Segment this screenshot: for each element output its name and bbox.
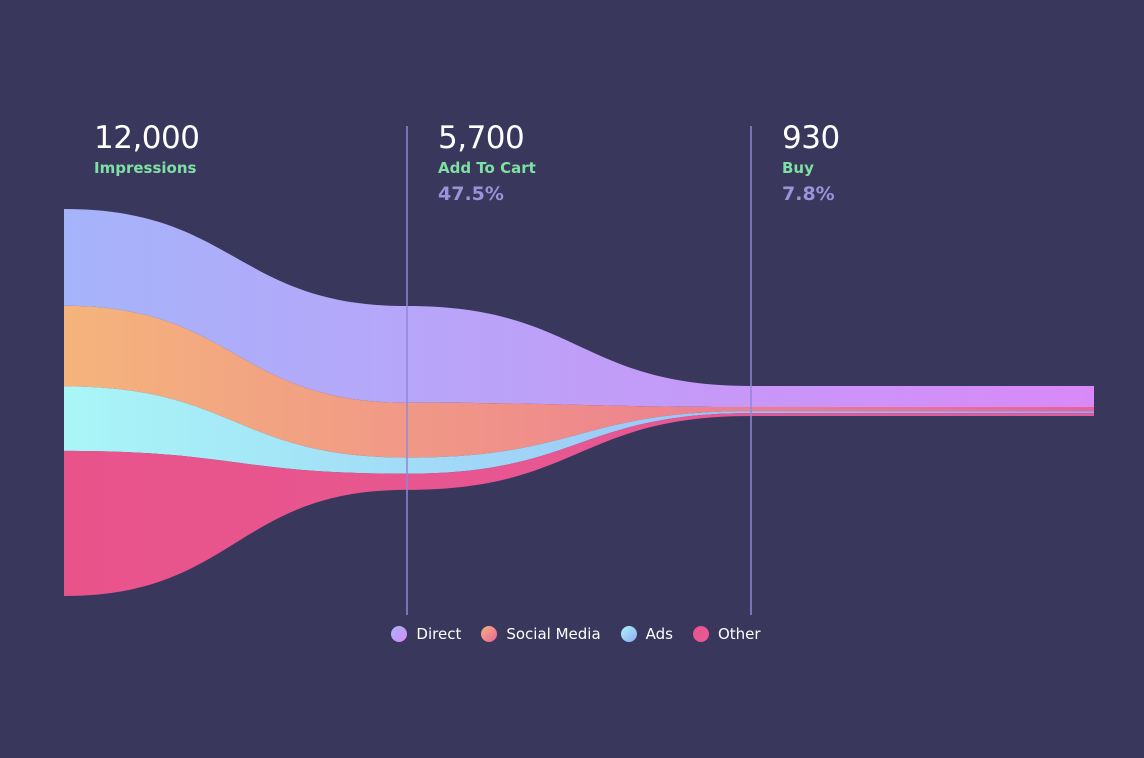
band-social-media[interactable] xyxy=(64,305,1094,458)
stage-count: 930 xyxy=(782,120,840,156)
stage-dividers xyxy=(406,126,752,615)
band-other[interactable] xyxy=(64,413,1094,596)
funnel-bands xyxy=(64,209,1094,596)
legend-label: Direct xyxy=(416,625,462,643)
stage-label: Impressions xyxy=(94,159,197,177)
stage-percentage: 7.8% xyxy=(782,183,835,205)
legend-swatch xyxy=(692,626,709,642)
legend-item-social-media[interactable]: Social Media xyxy=(481,625,601,643)
legend-swatch xyxy=(481,626,498,642)
stage-label: Add To Cart xyxy=(438,159,536,177)
legend-swatch xyxy=(620,626,637,642)
stage-percentage: 47.5% xyxy=(438,183,504,205)
band-ads[interactable] xyxy=(64,386,1094,474)
stage-count: 5,700 xyxy=(438,120,525,156)
legend-item-ads[interactable]: Ads xyxy=(620,625,673,643)
legend: Direct Social Media Ads Other xyxy=(0,625,1144,643)
legend-label: Ads xyxy=(645,625,673,643)
legend-item-other[interactable]: Other xyxy=(692,625,761,643)
legend-label: Other xyxy=(717,625,761,643)
legend-label: Social Media xyxy=(506,625,601,643)
stage-count: 12,000 xyxy=(94,120,200,156)
legend-item-direct[interactable]: Direct xyxy=(391,625,461,643)
band-direct[interactable] xyxy=(64,209,1094,407)
stage-impressions: 12,000 Impressions xyxy=(94,118,200,178)
stage-buy: 930 Buy 7.8% xyxy=(782,118,840,207)
stage-label: Buy xyxy=(782,159,814,177)
legend-swatch xyxy=(391,626,408,642)
stage-add-to-cart: 5,700 Add To Cart 47.5% xyxy=(438,118,536,207)
